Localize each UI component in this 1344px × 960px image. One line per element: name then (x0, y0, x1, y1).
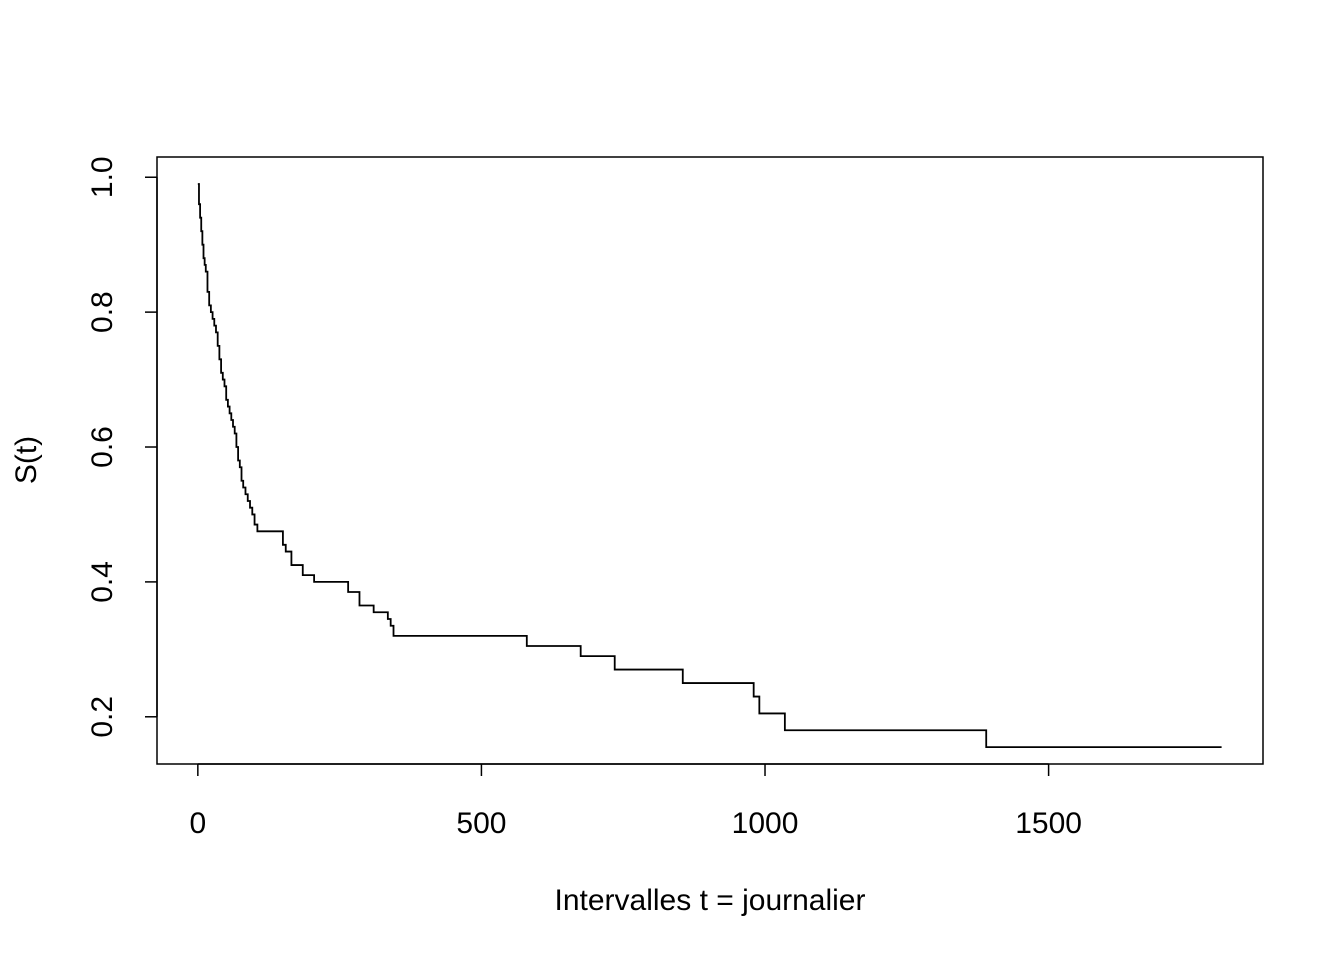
y-tick-label: 0.2 (86, 696, 119, 738)
y-axis: 0.2 0.4 0.6 0.8 1.0 (86, 156, 158, 738)
x-tick-label: 1000 (732, 807, 799, 840)
x-tick-label: 1500 (1015, 807, 1082, 840)
y-tick-label: 1.0 (86, 156, 119, 198)
x-tick-label: 0 (189, 807, 206, 840)
y-tick-label: 0.8 (86, 291, 119, 333)
plot-box (156, 156, 1264, 765)
survival-curve (197, 183, 1222, 749)
x-axis-label: Intervalles t = journalier (555, 884, 866, 917)
y-tick-label: 0.6 (86, 426, 119, 468)
x-tick-label: 500 (456, 807, 506, 840)
x-axis: 0 500 1000 1500 (189, 763, 1082, 840)
y-axis-label: S(t) (10, 436, 43, 484)
y-tick-label: 0.4 (86, 561, 119, 603)
